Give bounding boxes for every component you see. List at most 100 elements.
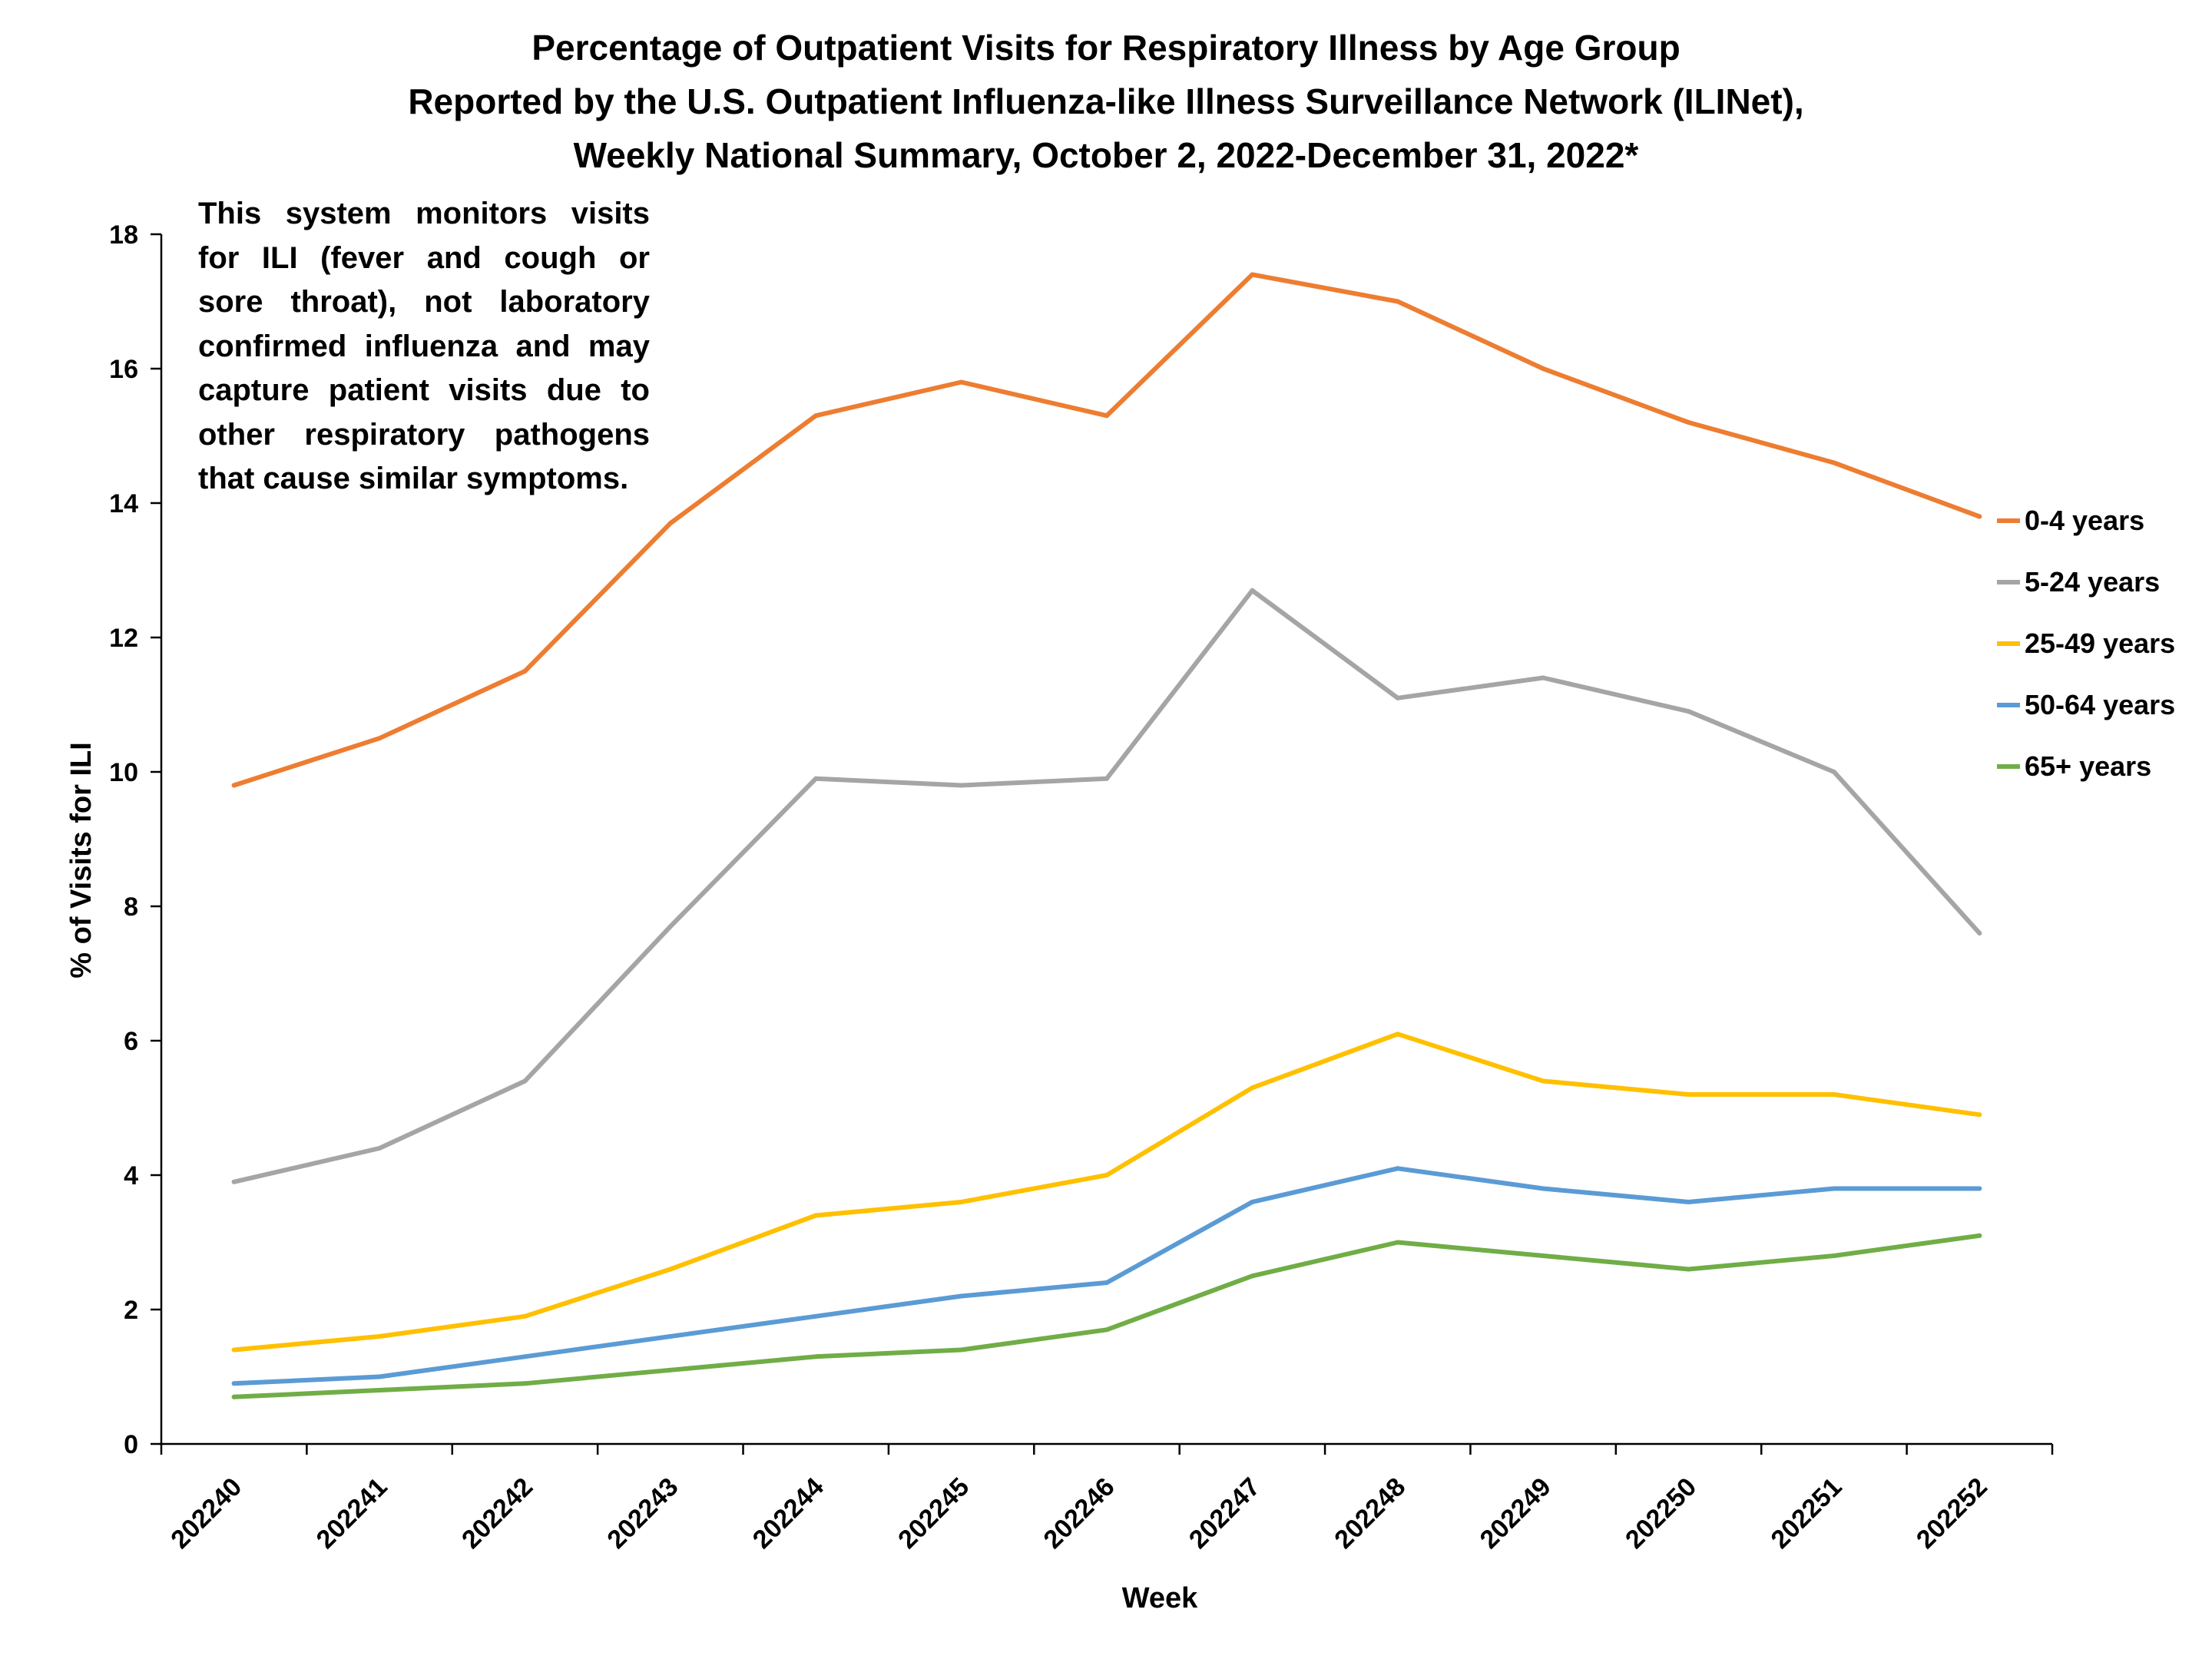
- y-tick-label: 18: [109, 220, 138, 250]
- data-point: [1250, 1085, 1255, 1091]
- legend-label: 0-4 years: [2025, 505, 2144, 536]
- legend: 0-4 years 5-24 years 25-49 years 50-64 year…: [1997, 505, 2175, 782]
- y-tick-label: 4: [124, 1161, 138, 1190]
- series-line: [231, 1031, 1982, 1353]
- series-50-64-years: [231, 1166, 1982, 1386]
- data-point: [231, 1179, 237, 1184]
- data-point: [231, 1394, 237, 1399]
- series-25-49-years: [231, 1031, 1982, 1353]
- data-point: [231, 1381, 237, 1386]
- legend-label: 5-24 years: [2025, 566, 2160, 598]
- data-point: [1541, 366, 1546, 371]
- series-line: [231, 1166, 1982, 1386]
- data-point: [1831, 460, 1836, 465]
- x-tick-label: 202250: [1620, 1472, 1702, 1555]
- x-axis-title: Week: [1122, 1582, 1198, 1614]
- data-point: [377, 1374, 382, 1379]
- data-point: [1104, 1280, 1109, 1285]
- chart-title: Percentage of Outpatient Visits for Resp…: [408, 28, 1803, 175]
- data-point: [1977, 1186, 1982, 1191]
- data-point: [1977, 931, 1982, 935]
- data-point: [1977, 514, 1982, 519]
- data-point: [1541, 1186, 1546, 1191]
- y-tick-label: 0: [124, 1430, 138, 1459]
- data-point: [959, 1200, 964, 1204]
- data-point: [1686, 1092, 1691, 1097]
- data-point: [813, 1313, 819, 1319]
- data-point: [1977, 1233, 1982, 1238]
- data-point: [959, 379, 964, 385]
- data-point: [667, 1367, 673, 1373]
- data-point: [231, 783, 237, 788]
- data-point: [1250, 588, 1255, 593]
- data-point: [1250, 272, 1255, 277]
- y-tick-label: 16: [109, 355, 138, 384]
- data-point: [1104, 1173, 1109, 1177]
- data-point: [1395, 1166, 1400, 1171]
- data-point: [1831, 1092, 1836, 1097]
- data-point: [522, 1313, 528, 1319]
- y-tick-label: 6: [124, 1027, 138, 1056]
- y-axis-title: % of Visits for ILI: [65, 742, 98, 979]
- data-point: [522, 668, 528, 674]
- x-tick-label: 202240: [165, 1472, 247, 1555]
- data-point: [1104, 413, 1109, 419]
- data-point: [522, 1354, 528, 1359]
- data-point: [667, 521, 673, 526]
- data-point: [667, 1334, 673, 1339]
- chart-title-line-3: Weekly National Summary, October 2, 2022…: [574, 135, 1639, 175]
- y-tick-label: 8: [124, 892, 138, 922]
- data-point: [813, 1354, 819, 1359]
- data-point: [377, 736, 382, 741]
- x-tick-label: 202248: [1329, 1472, 1411, 1555]
- legend-item: 50-64 years: [1997, 689, 2175, 720]
- data-point: [667, 924, 673, 929]
- data-point: [959, 1347, 964, 1353]
- x-tick-label: 202245: [892, 1472, 975, 1555]
- data-point: [667, 1267, 673, 1272]
- legend-label: 25-49 years: [2025, 628, 2175, 659]
- series-line: [231, 1233, 1982, 1399]
- data-point: [1831, 1186, 1836, 1191]
- data-point: [1250, 1273, 1255, 1279]
- data-point: [1395, 1031, 1400, 1037]
- y-tick-label: 12: [109, 624, 138, 653]
- x-tick-label: 202241: [311, 1472, 393, 1555]
- y-tick-label: 14: [109, 489, 138, 518]
- series-65plus-years: [231, 1233, 1982, 1399]
- x-tick-label: 202242: [456, 1472, 538, 1555]
- data-point: [1977, 1112, 1982, 1118]
- data-point: [1831, 770, 1836, 774]
- x-tick-label: 202246: [1038, 1472, 1121, 1555]
- y-tick-label: 10: [109, 758, 138, 787]
- legend-item: 0-4 years: [1997, 505, 2144, 536]
- data-point: [1541, 1253, 1546, 1258]
- data-point: [1686, 1267, 1691, 1272]
- data-point: [1831, 1253, 1836, 1258]
- data-point: [1104, 1327, 1109, 1333]
- data-point: [813, 1213, 819, 1218]
- data-point: [522, 1381, 528, 1386]
- y-tick-label: 2: [124, 1296, 138, 1325]
- series-5-24-years: [231, 588, 1982, 1184]
- data-point: [1541, 675, 1546, 680]
- data-point: [1541, 1078, 1546, 1084]
- data-point: [522, 1078, 528, 1084]
- chart-title-line-1: Percentage of Outpatient Visits for Resp…: [531, 28, 1680, 68]
- x-tick-label: 202244: [747, 1472, 830, 1555]
- legend-label: 65+ years: [2025, 750, 2151, 782]
- data-point: [377, 1146, 382, 1151]
- data-point: [1686, 1200, 1691, 1204]
- series-lines: [231, 272, 1982, 1399]
- data-point: [1395, 299, 1400, 304]
- series-0-4-years: [231, 272, 1982, 788]
- chart-annotation: This system monitors visits for ILI (fev…: [198, 197, 650, 495]
- data-point: [959, 783, 964, 788]
- data-point: [1395, 1240, 1400, 1245]
- data-point: [813, 776, 819, 781]
- data-point: [377, 1334, 382, 1339]
- x-tick-label: 202249: [1475, 1472, 1557, 1555]
- data-point: [377, 1388, 382, 1392]
- legend-item: 65+ years: [1997, 750, 2151, 782]
